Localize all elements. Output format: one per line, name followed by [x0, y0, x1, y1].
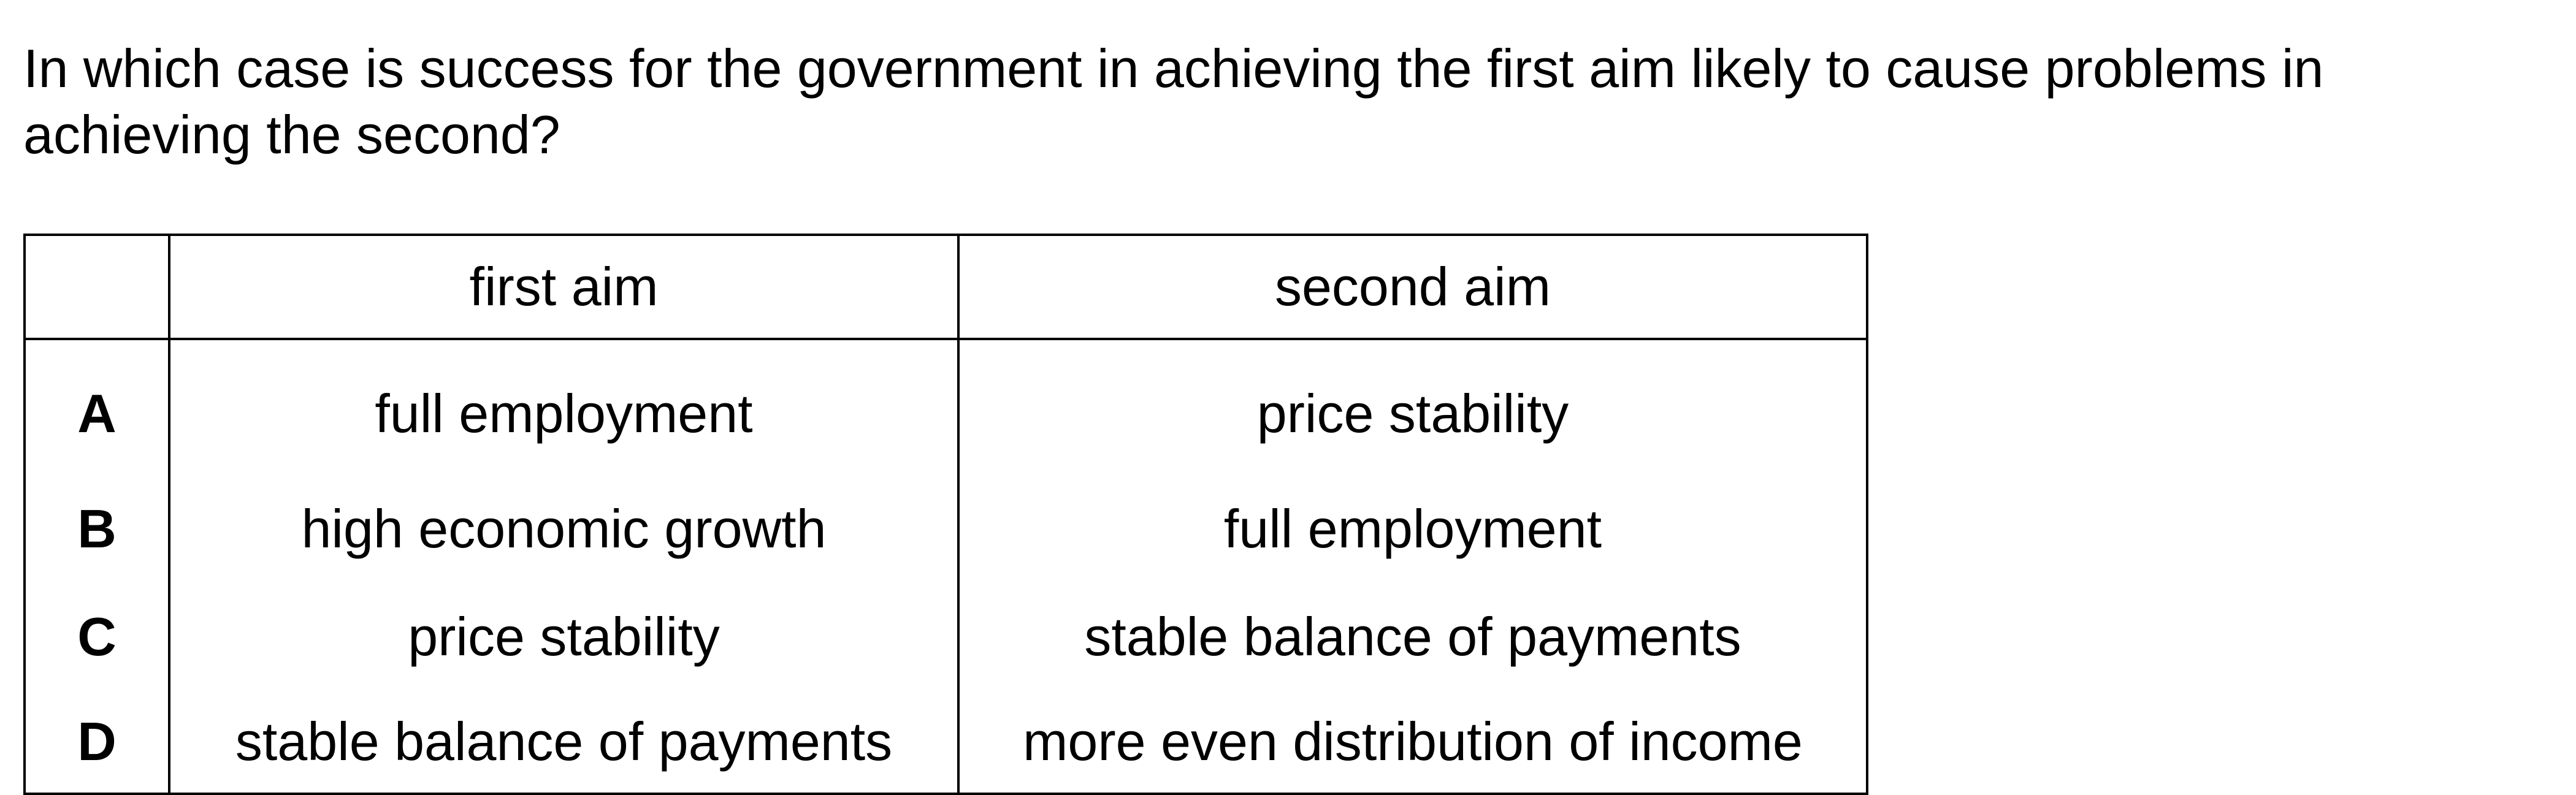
- header-letter-cell: [23, 234, 170, 340]
- first-aim-cell: price stability: [168, 583, 960, 691]
- table-row-option-a: A full employment price stability: [23, 339, 1868, 475]
- option-letter: C: [23, 583, 170, 691]
- answer-options-table: first aim second aim A full employment p…: [23, 234, 1868, 795]
- second-aim-cell: more even distribution of income: [957, 691, 1868, 795]
- table-row-option-c: C price stability stable balance of paym…: [23, 583, 1868, 691]
- question-text: In which case is success for the governm…: [23, 38, 2324, 165]
- table-row-option-b: B high economic growth full employment: [23, 475, 1868, 583]
- table-row-option-d: D stable balance of payments more even d…: [23, 691, 1868, 795]
- first-aim-cell: high economic growth: [168, 475, 960, 583]
- second-aim-cell: price stability: [957, 339, 1868, 475]
- option-letter: D: [23, 691, 170, 795]
- first-aim-cell: stable balance of payments: [168, 691, 960, 795]
- table-header-row: first aim second aim: [23, 234, 1868, 340]
- second-aim-cell: full employment: [957, 475, 1868, 583]
- header-second-aim: second aim: [957, 234, 1868, 340]
- header-first-aim: first aim: [168, 234, 960, 340]
- option-letter: B: [23, 475, 170, 583]
- option-letter: A: [23, 339, 170, 475]
- first-aim-cell: full employment: [168, 339, 960, 475]
- second-aim-cell: stable balance of payments: [957, 583, 1868, 691]
